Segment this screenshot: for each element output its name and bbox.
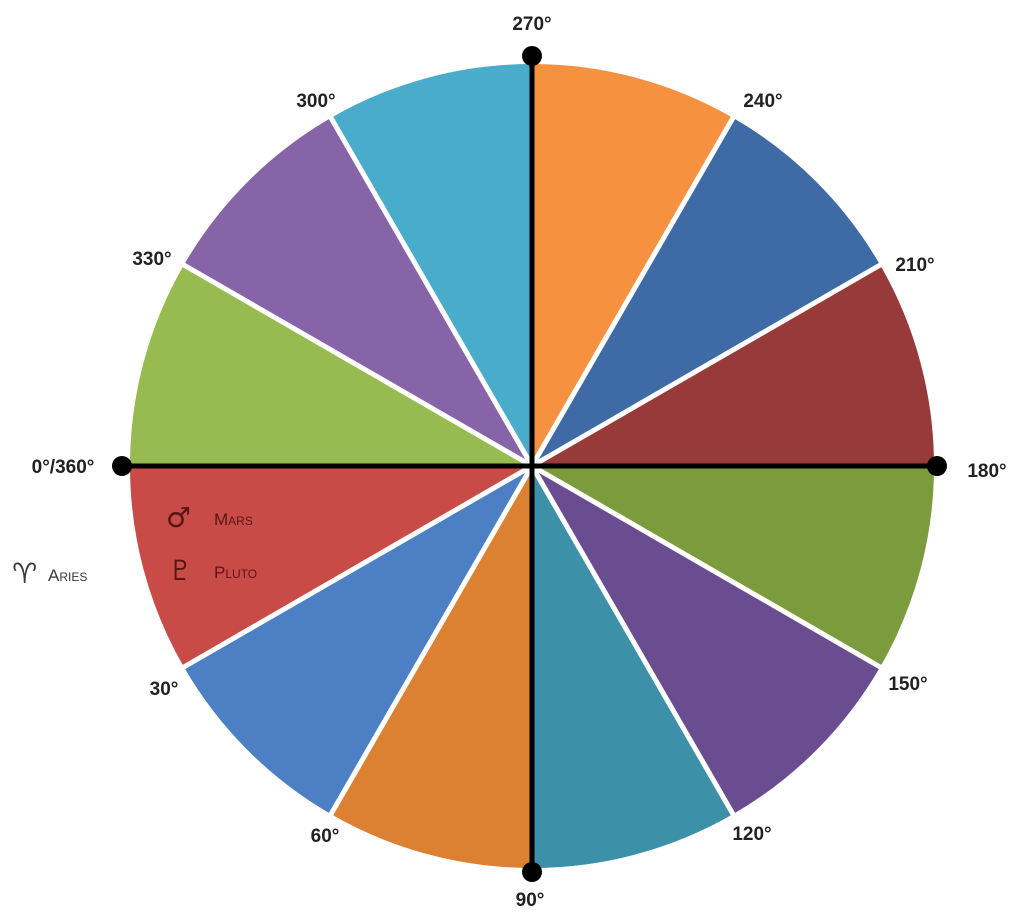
aries-symbol: ♈	[12, 557, 37, 590]
axis-dot-180	[927, 456, 947, 476]
degree-label-60: 60°	[311, 826, 340, 847]
degree-label-0: 0°/360°	[32, 457, 95, 478]
wheel-segment-330-360	[130, 265, 532, 466]
wheel-segment-0-30	[130, 466, 532, 667]
axis-dot-90	[522, 862, 542, 882]
degree-label-210: 210°	[895, 255, 934, 276]
degree-label-150: 150°	[888, 674, 927, 695]
wheel-segment-210-240	[532, 117, 881, 467]
degree-label-30: 30°	[150, 679, 179, 700]
divider-330	[180, 261, 534, 469]
wheel-segment-300-330	[183, 117, 533, 467]
divider-120	[529, 464, 737, 818]
axis-dot-270	[522, 46, 542, 66]
wheel-segment-150-180	[532, 466, 934, 667]
mars-symbol: ♂	[166, 501, 191, 534]
wheel-segment-30-60	[183, 466, 533, 815]
pluto-label: Pluto	[214, 563, 257, 582]
axis-dot-0	[112, 456, 132, 476]
degree-label-240: 240°	[743, 91, 782, 112]
aries-label: Aries	[48, 566, 87, 585]
divider-300	[327, 114, 535, 468]
wheel-axes	[112, 46, 947, 882]
divider-60	[327, 464, 535, 818]
aries-annotation: ♈ Aries ♂ Mars ♇ Pluto	[12, 501, 257, 590]
divider-150	[530, 463, 884, 671]
wheel-segment-270-300	[331, 64, 532, 466]
divider-210	[530, 261, 884, 469]
wheel-segment-60-90	[331, 466, 532, 868]
degree-label-270: 270°	[512, 14, 551, 35]
wheel-segments	[130, 64, 934, 868]
wheel-segment-90-120	[532, 466, 733, 868]
degree-labels: 0°/360° 30° 60° 90° 120° 150° 180° 210° 240° 270°…	[32, 14, 1007, 911]
wheel-segment-120-150	[532, 466, 881, 815]
degree-label-300: 300°	[296, 91, 335, 112]
wheel-dividers	[180, 114, 884, 818]
pluto-symbol: ♇	[168, 554, 193, 587]
degree-label-120: 120°	[732, 824, 771, 845]
degree-label-330: 330°	[132, 249, 171, 270]
divider-30	[180, 463, 534, 671]
degree-label-90: 90°	[516, 890, 545, 911]
divider-240	[529, 114, 737, 468]
wheel-segment-180-210	[532, 265, 934, 466]
wheel-segment-240-270	[532, 64, 733, 466]
mars-label: Mars	[214, 510, 253, 529]
degree-label-180: 180°	[967, 461, 1006, 482]
